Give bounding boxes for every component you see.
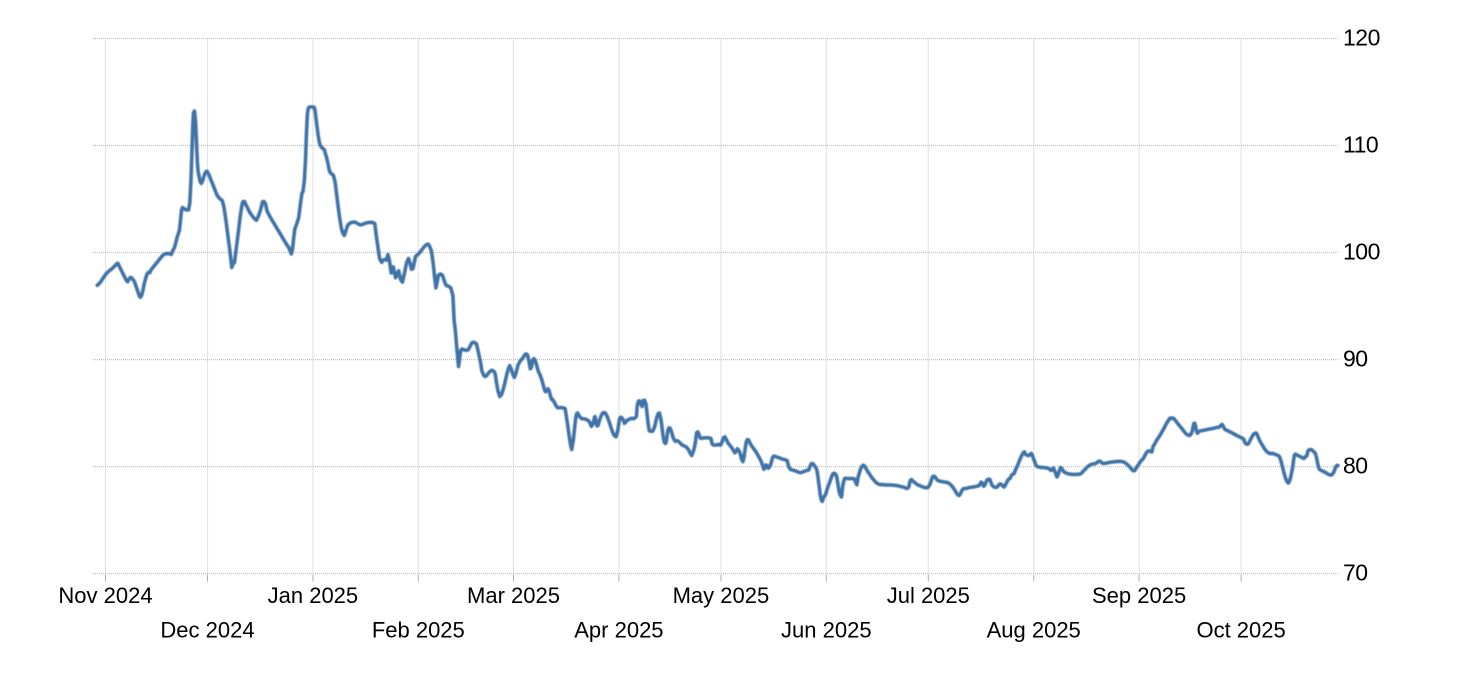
svg-text:Nov 2024: Nov 2024 [58, 583, 152, 608]
svg-text:90: 90 [1343, 346, 1368, 372]
svg-text:80: 80 [1343, 453, 1368, 479]
svg-text:110: 110 [1343, 132, 1378, 158]
svg-text:Jan 2025: Jan 2025 [268, 583, 359, 608]
svg-text:70: 70 [1343, 560, 1368, 586]
svg-text:Dec 2024: Dec 2024 [160, 618, 254, 643]
svg-text:Jul 2025: Jul 2025 [887, 583, 970, 608]
svg-text:Mar 2025: Mar 2025 [467, 583, 560, 608]
svg-text:Apr 2025: Apr 2025 [574, 618, 663, 643]
svg-text:Oct 2025: Oct 2025 [1196, 618, 1285, 643]
svg-text:Jun 2025: Jun 2025 [781, 618, 872, 643]
svg-text:120: 120 [1343, 25, 1380, 51]
svg-text:100: 100 [1343, 239, 1380, 265]
svg-text:May 2025: May 2025 [673, 583, 770, 608]
svg-text:Sep 2025: Sep 2025 [1092, 583, 1186, 608]
svg-text:Feb 2025: Feb 2025 [372, 618, 465, 643]
svg-text:Aug 2025: Aug 2025 [987, 618, 1081, 643]
